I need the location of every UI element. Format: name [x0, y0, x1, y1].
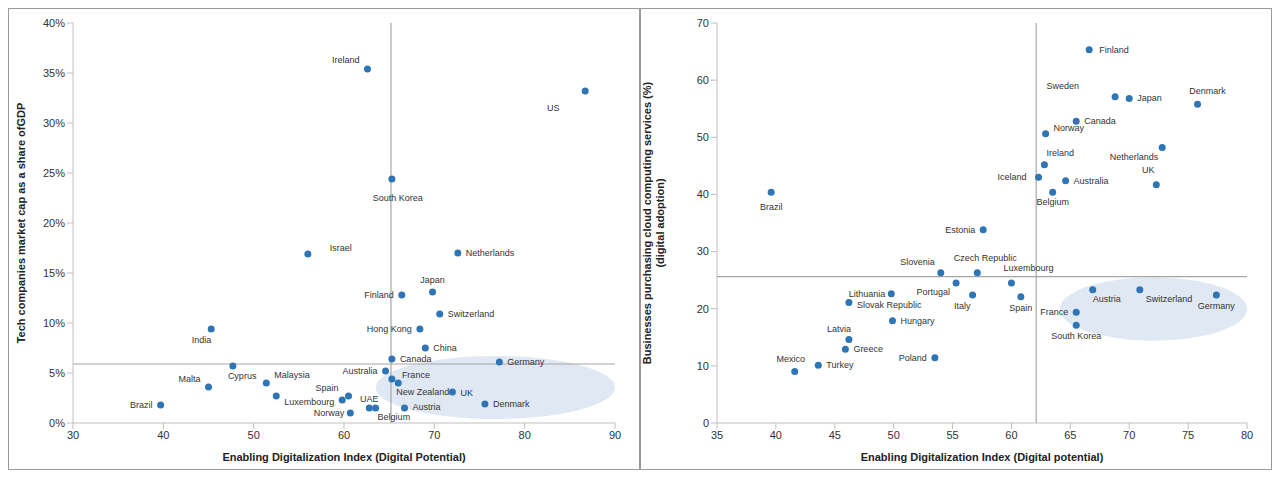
svg-text:Enabling Digitalization Index: Enabling Digitalization Index (Digital p…: [861, 451, 1104, 463]
svg-text:40%: 40%: [43, 17, 65, 29]
svg-text:Spain: Spain: [1009, 303, 1032, 313]
svg-text:Luxembourg: Luxembourg: [1003, 263, 1053, 273]
svg-text:Switzerland: Switzerland: [1146, 294, 1193, 304]
svg-text:60: 60: [697, 74, 709, 86]
svg-text:Ireland: Ireland: [1046, 148, 1074, 158]
svg-text:Ireland: Ireland: [332, 55, 360, 65]
svg-text:30: 30: [697, 245, 709, 257]
svg-text:20%: 20%: [43, 217, 65, 229]
svg-text:Cyprus: Cyprus: [228, 371, 257, 381]
svg-text:Italy: Italy: [954, 301, 971, 311]
svg-text:70: 70: [697, 17, 709, 29]
svg-text:40: 40: [697, 188, 709, 200]
svg-text:Sweden: Sweden: [1047, 81, 1080, 91]
svg-text:Canada: Canada: [400, 354, 432, 364]
svg-text:Japan: Japan: [1137, 93, 1162, 103]
svg-text:US: US: [547, 103, 560, 113]
svg-text:Israel: Israel: [330, 243, 352, 253]
svg-text:0: 0: [703, 417, 709, 429]
svg-text:30%: 30%: [43, 117, 65, 129]
svg-text:Australia: Australia: [343, 366, 378, 376]
svg-text:Czech Republic: Czech Republic: [954, 253, 1018, 263]
svg-text:UAE: UAE: [360, 394, 379, 404]
svg-text:Norway: Norway: [314, 408, 345, 418]
svg-text:Brazil: Brazil: [130, 400, 153, 410]
svg-text:Greece: Greece: [853, 344, 883, 354]
svg-text:Finland: Finland: [1099, 45, 1129, 55]
svg-text:Estonia: Estonia: [945, 225, 975, 235]
svg-text:China: China: [433, 343, 457, 353]
svg-text:Germany: Germany: [1198, 301, 1236, 311]
svg-text:Latvia: Latvia: [827, 324, 851, 334]
svg-text:Iceland: Iceland: [998, 172, 1027, 182]
svg-text:Hong Kong: Hong Kong: [367, 324, 412, 334]
svg-text:Germany: Germany: [507, 357, 545, 367]
svg-text:65: 65: [1064, 429, 1076, 441]
svg-text:80: 80: [1241, 429, 1253, 441]
svg-text:Enabling Digitalization Index: Enabling Digitalization Index (Digital P…: [222, 451, 466, 463]
svg-text:70: 70: [428, 429, 440, 441]
svg-text:Tech companies market cap as a: Tech companies market cap as a share ofG…: [15, 103, 27, 344]
svg-text:Denmark: Denmark: [1189, 86, 1226, 96]
svg-text:50: 50: [888, 429, 900, 441]
svg-text:Netherlands: Netherlands: [466, 248, 515, 258]
svg-text:55: 55: [946, 429, 958, 441]
svg-text:Canada: Canada: [1084, 116, 1116, 126]
svg-text:10: 10: [697, 360, 709, 372]
svg-text:Denmark: Denmark: [493, 399, 530, 409]
svg-text:Norway: Norway: [1054, 123, 1085, 133]
svg-text:Belgium: Belgium: [378, 412, 411, 422]
svg-text:60: 60: [1005, 429, 1017, 441]
svg-text:Netherlands: Netherlands: [1110, 152, 1159, 162]
svg-text:40: 40: [157, 429, 169, 441]
svg-text:Belgium: Belgium: [1036, 197, 1069, 207]
svg-text:Poland: Poland: [899, 353, 927, 363]
svg-text:Turkey: Turkey: [826, 360, 854, 370]
svg-text:Malta: Malta: [178, 374, 200, 384]
svg-text:France: France: [402, 370, 430, 380]
svg-text:Switzerland: Switzerland: [448, 309, 495, 319]
svg-text:Portugal: Portugal: [917, 287, 951, 297]
svg-text:10%: 10%: [43, 317, 65, 329]
svg-text:75: 75: [1182, 429, 1194, 441]
svg-text:France: France: [1040, 307, 1068, 317]
svg-text:South Korea: South Korea: [1051, 331, 1101, 341]
svg-text:80: 80: [519, 429, 531, 441]
svg-text:Finland: Finland: [364, 290, 394, 300]
svg-text:45: 45: [829, 429, 841, 441]
svg-text:15%: 15%: [43, 267, 65, 279]
svg-text:UK: UK: [1142, 165, 1155, 175]
svg-text:Businesses purchasing cloud co: Businesses purchasing cloud computing se…: [641, 81, 666, 364]
svg-text:Lithuania: Lithuania: [849, 289, 886, 299]
svg-text:Australia: Australia: [1074, 176, 1109, 186]
svg-text:Slovak Republic: Slovak Republic: [857, 300, 922, 310]
svg-text:UK: UK: [460, 388, 473, 398]
svg-text:Malaysia: Malaysia: [274, 370, 310, 380]
svg-text:90: 90: [609, 429, 621, 441]
svg-text:Japan: Japan: [420, 275, 445, 285]
svg-text:35: 35: [711, 429, 723, 441]
svg-text:Austria: Austria: [1093, 294, 1121, 304]
svg-text:35%: 35%: [43, 67, 65, 79]
svg-text:Spain: Spain: [315, 383, 338, 393]
svg-text:50: 50: [248, 429, 260, 441]
svg-text:5%: 5%: [49, 367, 65, 379]
svg-text:India: India: [192, 335, 212, 345]
svg-text:South Korea: South Korea: [373, 193, 423, 203]
svg-text:40: 40: [770, 429, 782, 441]
svg-text:Luxembourg: Luxembourg: [284, 397, 334, 407]
svg-text:60: 60: [338, 429, 350, 441]
svg-text:Brazil: Brazil: [760, 202, 783, 212]
svg-text:50: 50: [697, 131, 709, 143]
svg-text:New Zealand: New Zealand: [396, 387, 449, 397]
svg-text:25%: 25%: [43, 167, 65, 179]
svg-text:Austria: Austria: [413, 402, 441, 412]
svg-text:Slovenia: Slovenia: [900, 257, 935, 267]
svg-text:Mexico: Mexico: [776, 354, 805, 364]
svg-text:Hungary: Hungary: [900, 316, 935, 326]
svg-text:20: 20: [697, 303, 709, 315]
svg-text:30: 30: [67, 429, 79, 441]
svg-text:70: 70: [1123, 429, 1135, 441]
svg-text:0%: 0%: [49, 417, 65, 429]
